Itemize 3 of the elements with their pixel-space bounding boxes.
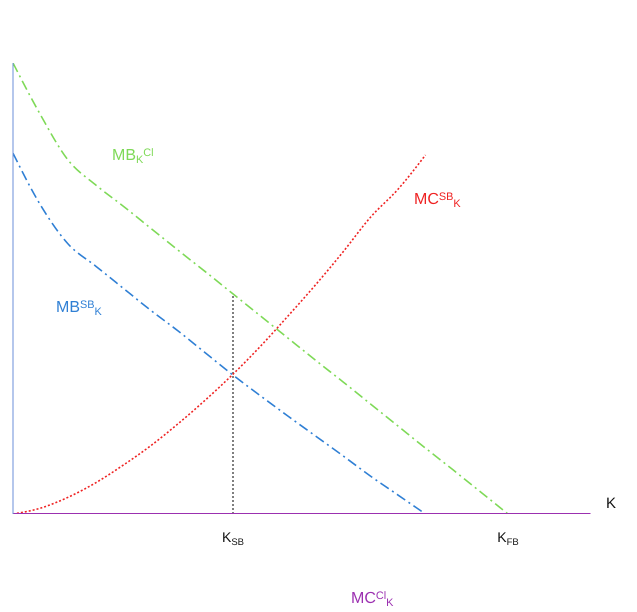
x-tick-label: K$_{FB}$: [497, 529, 519, 548]
x-tick-label: K$_{SB}$: [222, 529, 244, 548]
x-axis-title: K: [606, 495, 616, 512]
